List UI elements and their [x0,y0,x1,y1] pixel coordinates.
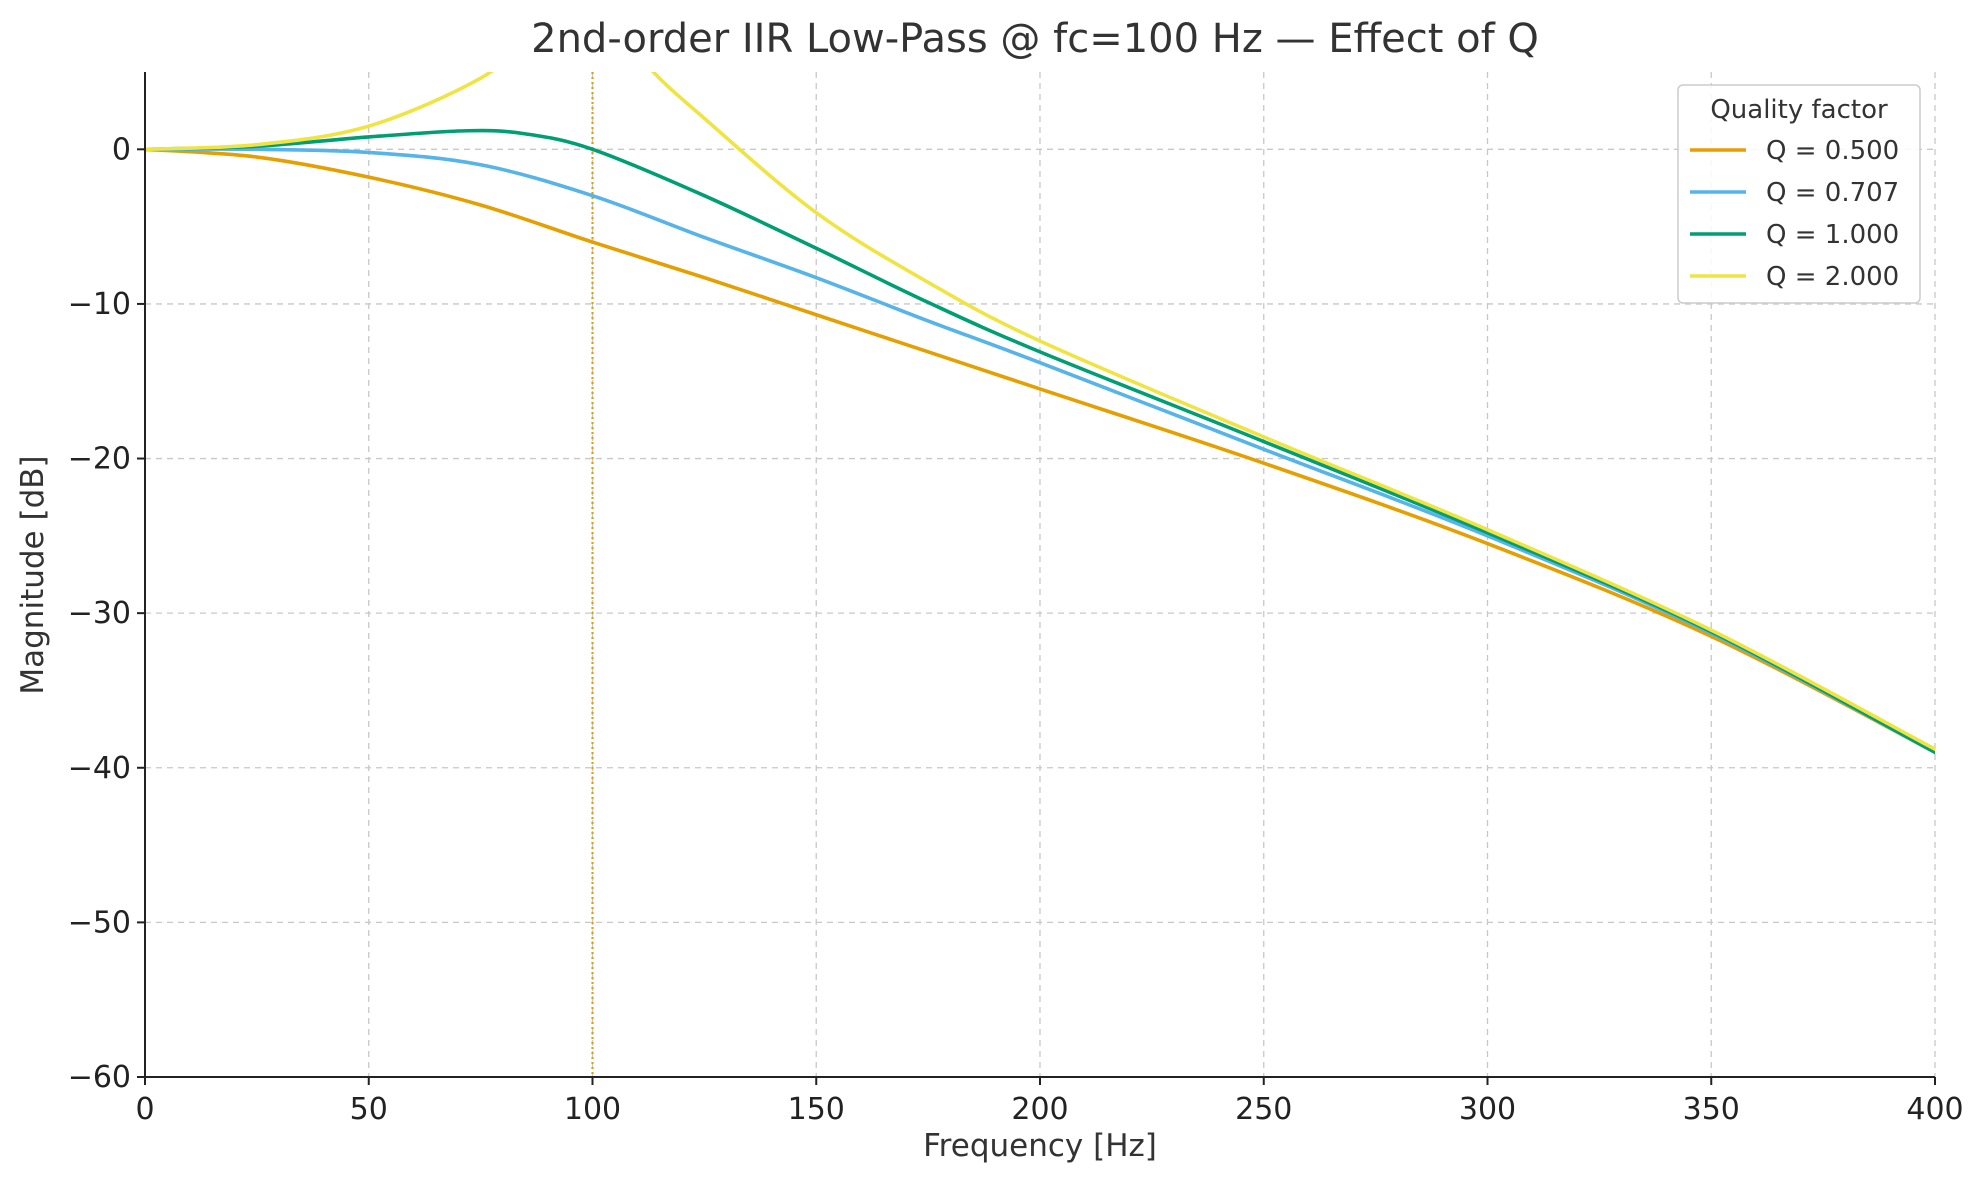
x-tick-label: 100 [564,1092,621,1127]
legend-label: Q = 0.500 [1766,136,1899,166]
series-group [145,72,1935,755]
legend-title: Quality factor [1710,95,1888,125]
y-axis-label: Magnitude [dB] [15,455,51,694]
series-line-q-2-000 [145,72,1935,752]
y-axis-ticks: 0 −10 −20 −30 −40 −50 −60 [68,132,145,1095]
x-axis-ticks: 0 50 100 150 200 250 300 350 400 [135,1077,1964,1127]
y-tick-label: −20 [68,442,131,477]
legend-box [1677,84,1921,304]
x-tick-label: 50 [350,1092,388,1127]
chart-title: 2nd-order IIR Low-Pass @ fc=100 Hz — Eff… [531,16,1539,62]
grid [145,72,1936,1077]
y-tick-label: −50 [68,905,131,940]
series-line-q-1-000 [145,128,1935,755]
y-tick-label: 0 [112,132,131,167]
x-tick-label: 200 [1011,1092,1068,1127]
legend-label: Q = 2.000 [1766,262,1899,292]
x-tick-label: 150 [788,1092,845,1127]
x-tick-label: 300 [1459,1092,1516,1127]
y-tick-label: −10 [68,287,131,322]
x-tick-label: 350 [1683,1092,1740,1127]
legend: Quality factor Q = 0.500 Q = 0.707 Q = 1.0… [1677,84,1921,304]
x-axis-label: Frequency [Hz] [923,1128,1157,1164]
x-tick-label: 0 [135,1092,154,1127]
legend-label: Q = 0.707 [1766,178,1899,208]
series-line-q-0-707 [145,147,1935,755]
series-line-q-0-500 [145,147,1935,755]
y-tick-label: −40 [68,751,131,786]
y-tick-label: −30 [68,596,131,631]
y-tick-label: −60 [68,1060,131,1095]
legend-label: Q = 1.000 [1766,220,1899,250]
x-tick-label: 250 [1235,1092,1292,1127]
legend-entries: Q = 0.500 Q = 0.707 Q = 1.000 Q = 2.000 [1690,136,1899,292]
axes-spines [144,72,1935,1078]
x-tick-label: 400 [1906,1092,1963,1127]
